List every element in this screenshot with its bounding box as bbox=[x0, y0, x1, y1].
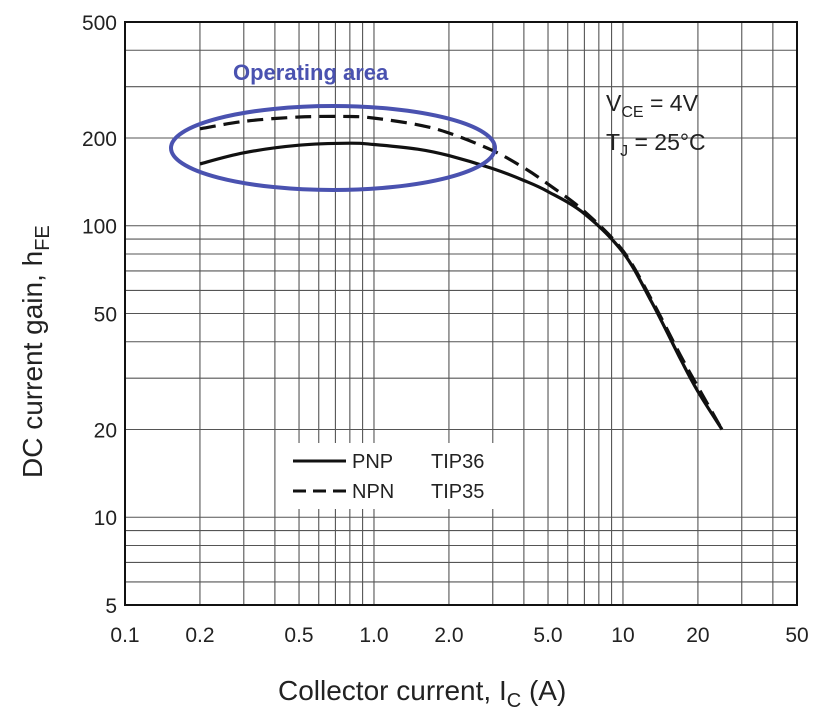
vce-condition: VCE = 4V bbox=[606, 90, 699, 121]
legend-label-npn: NPN bbox=[352, 481, 394, 503]
plot-frame bbox=[124, 21, 798, 606]
x-tick-label: 2.0 bbox=[434, 624, 463, 647]
x-tick-label: 0.1 bbox=[110, 624, 139, 647]
x-tick-label: 0.2 bbox=[185, 624, 214, 647]
y-tick-label: 5 bbox=[105, 595, 117, 618]
legend-device-tip36: TIP36 bbox=[431, 451, 484, 473]
x-tick-label: 50 bbox=[785, 624, 808, 647]
tick-labels: 0.1 0.2 0.5 1.0 2.0 5.0 10 20 50 5 10 20 50 100 200 500 bbox=[82, 12, 809, 647]
operating-area-ellipse bbox=[169, 104, 497, 192]
vce-main: V bbox=[606, 90, 622, 116]
x-tick-label: 0.5 bbox=[284, 624, 313, 647]
grid bbox=[125, 22, 797, 605]
x-tick-label: 5.0 bbox=[533, 624, 562, 647]
y-tick-label: 500 bbox=[82, 12, 117, 35]
tj-sub: J bbox=[620, 143, 628, 160]
operating-area-label: Operating area bbox=[233, 60, 389, 85]
y-axis-title-sub: FE bbox=[32, 225, 54, 251]
legend-device-tip35: TIP35 bbox=[431, 481, 484, 503]
x-tick-label: 1.0 bbox=[359, 624, 388, 647]
y-tick-label: 200 bbox=[82, 128, 117, 151]
y-tick-label: 20 bbox=[94, 419, 117, 442]
y-tick-label: 10 bbox=[94, 507, 117, 530]
vce-value: = 4V bbox=[644, 90, 699, 116]
x-axis-title-sub: C bbox=[507, 690, 521, 712]
y-axis-title-main: DC current gain, h bbox=[17, 251, 48, 478]
tj-main: T bbox=[606, 129, 620, 155]
x-axis-title-main: Collector current, I bbox=[278, 675, 507, 706]
legend-background bbox=[285, 443, 513, 509]
y-axis-title: DC current gain, hFE bbox=[17, 225, 54, 478]
x-tick-label: 20 bbox=[686, 624, 709, 647]
x-tick-label: 10 bbox=[611, 624, 634, 647]
legend: PNP TIP36 NPN TIP35 bbox=[285, 443, 513, 509]
legend-label-pnp: PNP bbox=[352, 451, 393, 473]
vce-sub: CE bbox=[621, 104, 643, 121]
x-axis-title: Collector current, IC (A) bbox=[278, 675, 566, 712]
y-tick-label: 100 bbox=[82, 216, 117, 239]
tj-condition: TJ = 25°C bbox=[606, 129, 706, 160]
tj-value: = 25°C bbox=[628, 129, 706, 155]
series-line-npn bbox=[199, 114, 724, 431]
x-axis-title-unit: (A) bbox=[521, 675, 566, 706]
y-tick-label: 50 bbox=[94, 304, 117, 327]
series-lines bbox=[199, 114, 724, 431]
